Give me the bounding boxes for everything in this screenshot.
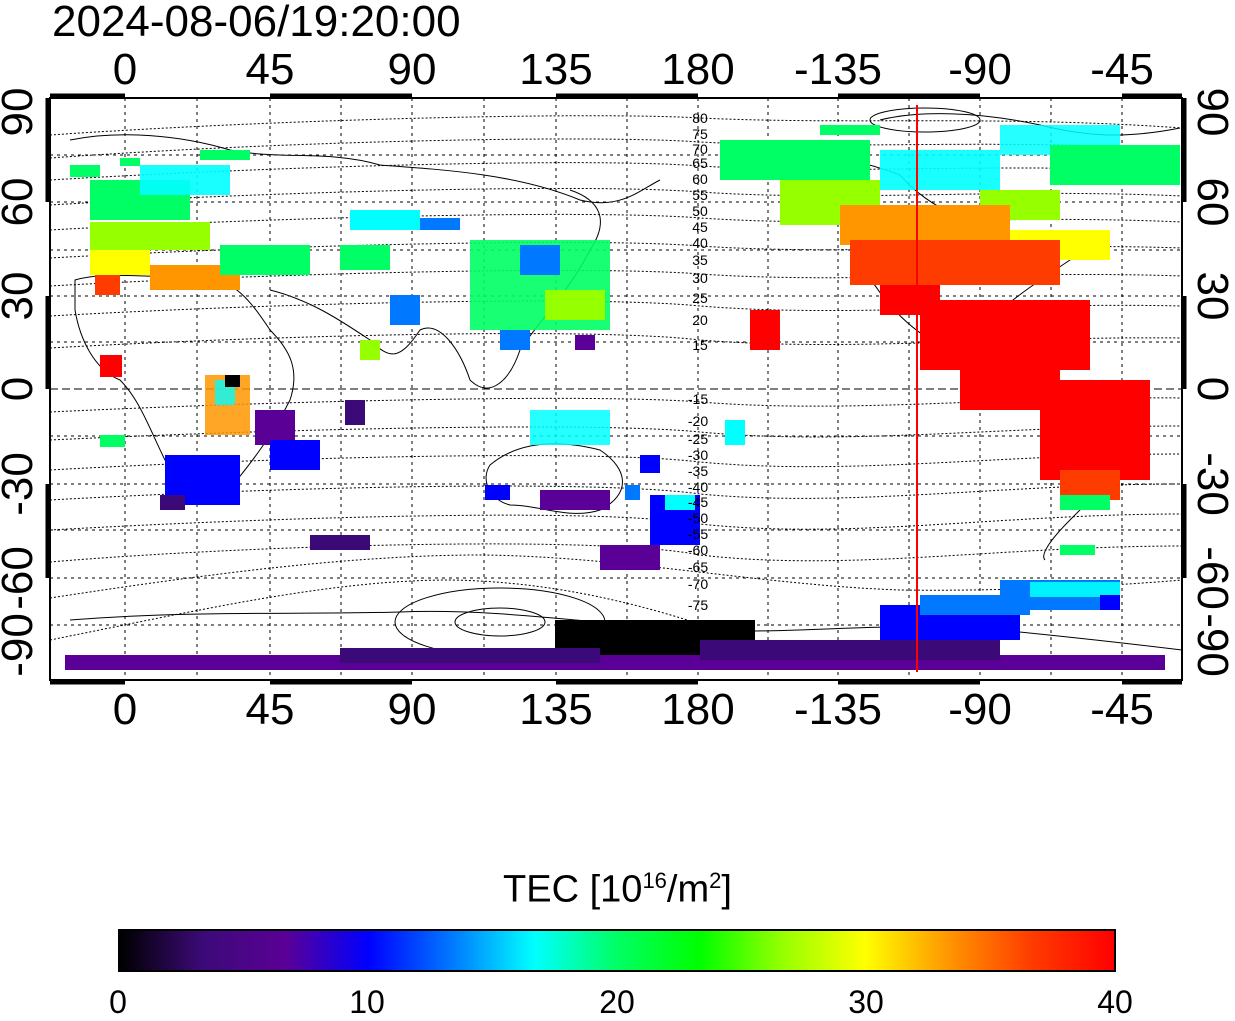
lon-tick-bottom: 90 (387, 685, 437, 734)
contour-label: 15 (692, 337, 708, 353)
contour-label: 55 (692, 187, 708, 203)
colorbar (118, 929, 1116, 972)
lon-tick-top: 180 (661, 45, 735, 94)
lon-tick-bottom: 0 (112, 685, 138, 734)
lon-tick-top: -135 (793, 45, 883, 94)
contour-labels-south: -15 -20 -25 -30 -35 -40 -45 -50 -55 -60 … (688, 391, 708, 613)
contour-label: -20 (688, 413, 708, 429)
lon-tick-top: 90 (387, 45, 437, 94)
contour-label: -70 (688, 576, 708, 592)
contour-label: 60 (692, 171, 708, 187)
timestamp: 2024-08-06/19:20:00 (52, 0, 461, 46)
frame-ticks (45, 93, 1187, 685)
colorbar-tick: 40 (1097, 984, 1133, 1020)
lon-tick-top: -90 (948, 45, 1012, 94)
contour-label: 65 (692, 155, 708, 171)
lon-tick-top: -45 (1090, 45, 1154, 94)
lon-tick-bottom: -90 (948, 685, 1012, 734)
contour-labels-north: 80 75 70 65 60 55 50 45 40 35 30 25 20 1… (692, 110, 708, 353)
contour-label: -30 (688, 447, 708, 463)
colorbar-tick: 10 (349, 984, 385, 1020)
lon-tick-bottom: -135 (793, 685, 883, 734)
contour-label: -60 (688, 542, 708, 558)
colorbar-title: TEC [1016/m2] (503, 868, 732, 911)
contour-label: -15 (688, 391, 708, 407)
contour-label: -65 (688, 559, 708, 575)
contour-label: 75 (692, 126, 708, 142)
contour-label: 20 (692, 312, 708, 328)
contour-label: -25 (688, 431, 708, 447)
contour-label: 80 (692, 110, 708, 126)
lon-tick-top: 0 (112, 45, 138, 94)
lon-tick-bottom: 135 (519, 685, 593, 734)
contour-label: 35 (692, 252, 708, 268)
contour-label: 25 (692, 290, 708, 306)
lon-tick-top: 45 (245, 45, 295, 94)
contour-label: -40 (688, 479, 708, 495)
colorbar-tick: 30 (848, 984, 884, 1020)
contour-label: 40 (692, 235, 708, 251)
contour-label: -50 (688, 510, 708, 526)
tec-observations (65, 125, 1180, 670)
contour-label: 50 (692, 203, 708, 219)
lon-tick-bottom: 180 (661, 685, 735, 734)
contour-label: 45 (692, 219, 708, 235)
contour-label: -75 (688, 597, 708, 613)
contour-label: 70 (692, 141, 708, 157)
colorbar-tick: 20 (599, 984, 635, 1020)
contour-label: -35 (688, 463, 708, 479)
lon-tick-bottom: -45 (1090, 685, 1154, 734)
lon-tick-bottom: 45 (245, 685, 295, 734)
contour-label: 30 (692, 270, 708, 286)
lon-tick-top: 135 (519, 45, 593, 94)
contour-label: -45 (688, 494, 708, 510)
colorbar-tick: 0 (109, 984, 127, 1020)
contour-label: -55 (688, 526, 708, 542)
tec-map: 80 75 70 65 60 55 50 45 40 35 30 25 20 1… (45, 93, 1187, 685)
